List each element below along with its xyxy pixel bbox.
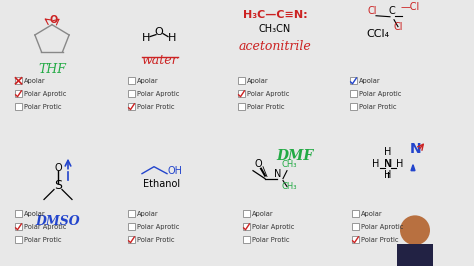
Text: Polar Aprotic: Polar Aprotic [137, 91, 179, 97]
Bar [397, 244, 433, 266]
Text: CCl₄: CCl₄ [366, 29, 390, 39]
Text: H: H [142, 33, 150, 43]
Bar [243, 210, 250, 217]
Text: Apolar: Apolar [252, 211, 273, 217]
Text: Ethanol: Ethanol [144, 178, 181, 189]
Text: H: H [396, 159, 404, 169]
Text: THF: THF [38, 63, 66, 76]
Text: Polar Protic: Polar Protic [247, 104, 284, 110]
Text: Polar Aprotic: Polar Aprotic [137, 224, 179, 230]
Bar [128, 103, 135, 110]
Text: S: S [54, 179, 62, 192]
Bar [352, 210, 359, 217]
Text: N: N [274, 169, 282, 179]
Bar [15, 223, 22, 230]
Text: N: N [384, 159, 392, 169]
Text: H: H [168, 33, 176, 43]
Text: CH₃CN: CH₃CN [259, 24, 291, 34]
Bar [128, 210, 135, 217]
Text: Polar Protic: Polar Protic [137, 237, 174, 243]
Bar [15, 236, 22, 243]
Text: Polar Protic: Polar Protic [24, 237, 62, 243]
Text: Apolar: Apolar [137, 78, 159, 84]
Text: Polar Aprotic: Polar Aprotic [24, 91, 66, 97]
Text: Polar Aprotic: Polar Aprotic [252, 224, 294, 230]
Bar [243, 236, 250, 243]
Bar [15, 77, 22, 84]
Text: Cl: Cl [393, 22, 403, 32]
Bar [352, 236, 359, 243]
Bar [128, 90, 135, 97]
Bar [128, 77, 135, 84]
Text: Polar Protic: Polar Protic [252, 237, 290, 243]
Bar [243, 223, 250, 230]
Bar [350, 77, 357, 84]
Bar [350, 90, 357, 97]
Bar [238, 77, 245, 84]
Text: H: H [384, 170, 392, 180]
Text: Polar Aprotic: Polar Aprotic [361, 224, 403, 230]
Bar [350, 103, 357, 110]
Bar [15, 103, 22, 110]
Text: N: N [410, 142, 422, 156]
Text: H: H [384, 147, 392, 157]
Text: Cl: Cl [367, 6, 377, 16]
Text: DMSO: DMSO [36, 215, 80, 228]
Text: H: H [372, 159, 380, 169]
Text: N: N [384, 159, 392, 169]
Bar [15, 210, 22, 217]
Bar [128, 236, 135, 243]
Text: —Cl: —Cl [401, 2, 419, 12]
Text: Apolar: Apolar [137, 211, 159, 217]
Text: O: O [155, 27, 164, 37]
Text: C: C [389, 6, 395, 16]
Text: Polar Protic: Polar Protic [359, 104, 396, 110]
Text: OH: OH [168, 166, 183, 176]
Text: DMF: DMF [276, 149, 314, 163]
Text: Polar Protic: Polar Protic [137, 104, 174, 110]
Text: Polar Protic: Polar Protic [361, 237, 399, 243]
Text: H₃C—C≡N:: H₃C—C≡N: [243, 10, 307, 20]
Text: Apolar: Apolar [24, 211, 46, 217]
Polygon shape [411, 165, 415, 171]
Text: Polar Aprotic: Polar Aprotic [359, 91, 401, 97]
Text: Apolar: Apolar [247, 78, 269, 84]
Text: O: O [254, 159, 262, 169]
Text: O: O [49, 15, 57, 25]
Text: water: water [142, 55, 178, 68]
Bar [238, 103, 245, 110]
Bar [352, 223, 359, 230]
Text: acetonitrile: acetonitrile [238, 40, 311, 53]
Bar [15, 90, 22, 97]
Bar [128, 223, 135, 230]
Text: Apolar: Apolar [361, 211, 383, 217]
Text: Apolar: Apolar [24, 78, 46, 84]
Text: Apolar: Apolar [359, 78, 381, 84]
Text: O: O [54, 163, 62, 173]
Bar [238, 90, 245, 97]
Text: CH₃: CH₃ [281, 160, 297, 169]
Circle shape [400, 215, 430, 245]
Text: Polar Protic: Polar Protic [24, 104, 62, 110]
Text: Polar Aprotic: Polar Aprotic [247, 91, 289, 97]
Text: CH₃: CH₃ [281, 181, 297, 190]
Text: Polar Aprotic: Polar Aprotic [24, 224, 66, 230]
